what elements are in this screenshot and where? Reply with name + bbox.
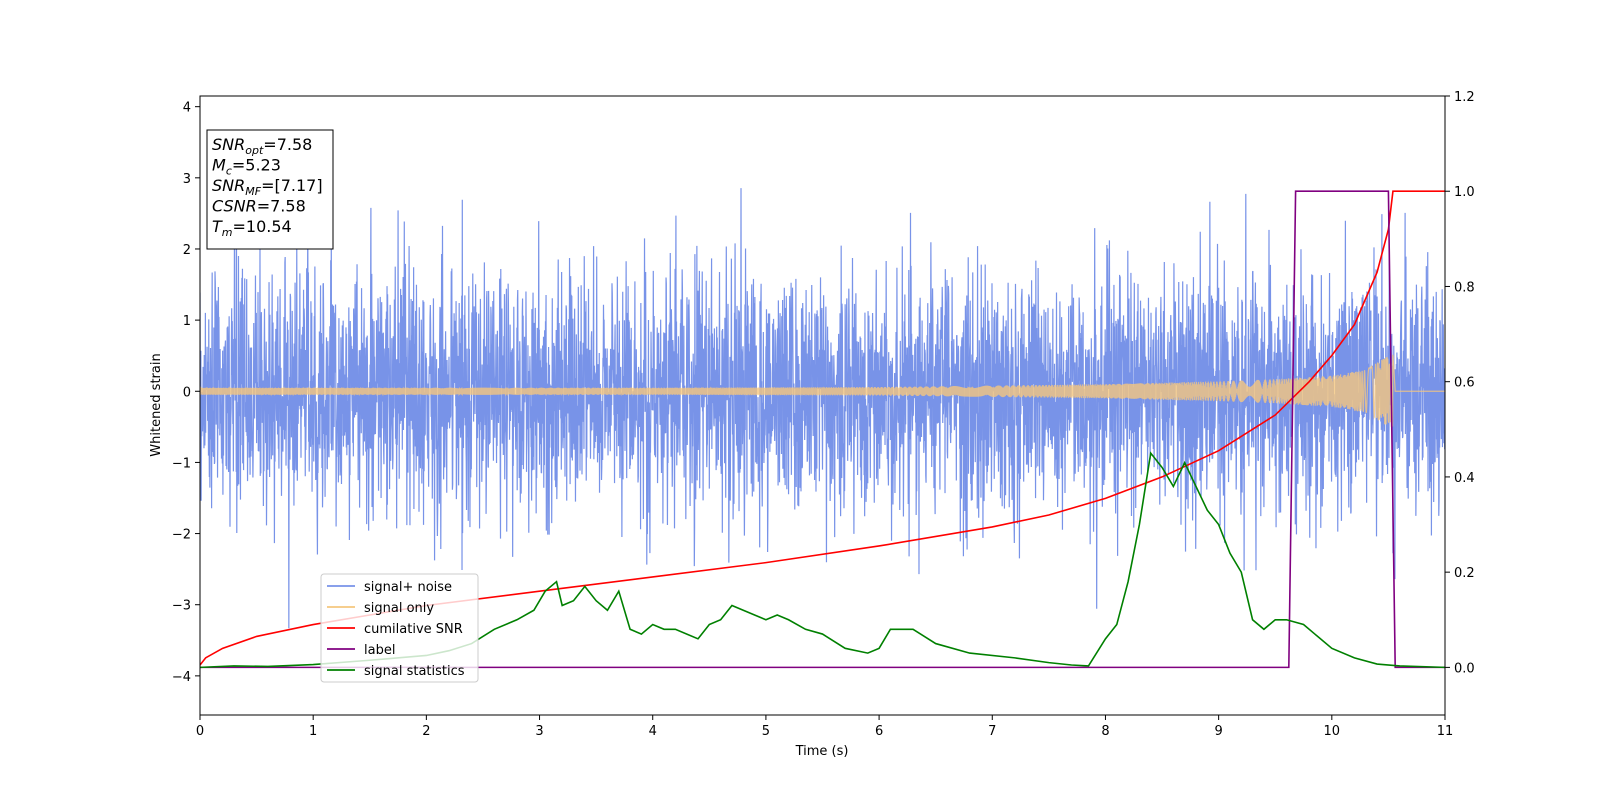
y-right-tick-label: 0.2 xyxy=(1454,566,1475,581)
x-tick-label: 0 xyxy=(196,724,204,739)
y-left-tick-label: −1 xyxy=(172,456,191,471)
x-tick-label: 8 xyxy=(1101,724,1109,739)
info-line: Mc=5.23 xyxy=(212,156,281,178)
series-label-line xyxy=(200,190,1445,669)
x-tick-label: 4 xyxy=(649,724,657,739)
y-left-tick-label: 4 xyxy=(183,101,191,116)
legend-label: signal+ noise xyxy=(364,580,452,595)
y-left-tick-label: −4 xyxy=(172,670,191,685)
series-signal-noise-line xyxy=(200,176,1445,629)
y-left-tick-label: 3 xyxy=(183,172,191,187)
series-layer xyxy=(200,176,1445,669)
y-right-tick-label: 1.2 xyxy=(1454,90,1475,105)
legend-label: cumilative SNR xyxy=(364,622,463,637)
x-tick-label: 10 xyxy=(1324,724,1341,739)
series-signal-statistics-line xyxy=(200,451,1445,669)
legend-label: label xyxy=(364,643,395,658)
y-left-tick-label: 2 xyxy=(183,243,191,258)
info-line: SNRopt=7.58 xyxy=(212,135,312,157)
y-left-tick-label: 0 xyxy=(183,385,191,400)
series-signal-only-line xyxy=(200,354,1445,427)
info-line: Tm=10.54 xyxy=(212,217,292,239)
x-tick-label: 9 xyxy=(1214,724,1222,739)
x-tick-label: 3 xyxy=(535,724,543,739)
legend-frame xyxy=(320,573,479,683)
series-cumulative-snr-line xyxy=(200,190,1445,666)
y-right-tick-label: 0.0 xyxy=(1454,661,1475,676)
plot-frame xyxy=(199,95,1446,716)
info-line: SNRMF=[7.17] xyxy=(212,176,323,198)
x-axis-label: Time (s) xyxy=(795,744,849,759)
y-axis-label: Whitened strain xyxy=(149,353,164,456)
legend: signal+ noise signal only cumilative SNR la… xyxy=(320,573,479,683)
x-tick-label: 2 xyxy=(422,724,430,739)
y-left-tick-label: −3 xyxy=(172,599,191,614)
x-tick-label: 6 xyxy=(875,724,883,739)
x-tick-label: 11 xyxy=(1437,724,1454,739)
legend-label: signal statistics xyxy=(364,664,465,679)
y-right-tick-label: 0.4 xyxy=(1454,471,1475,486)
x-tick-label: 7 xyxy=(988,724,996,739)
legend-label: signal only xyxy=(364,601,434,616)
ticks-layer: 0 1 2 3 4 5 6 7 8 9 10 11 −4 −3 −2 −1 0 1 2 3 4 0.0 0.2 0.4 0.6 0… xyxy=(172,90,1475,739)
y-right-tick-label: 1.0 xyxy=(1454,185,1475,200)
x-tick-label: 1 xyxy=(309,724,317,739)
y-left-tick-label: −2 xyxy=(172,528,191,543)
y-left-tick-label: 1 xyxy=(183,314,191,329)
info-line: CSNR=7.58 xyxy=(212,197,306,216)
y-right-tick-label: 0.6 xyxy=(1454,376,1475,391)
y-right-tick-label: 0.8 xyxy=(1454,280,1475,295)
x-tick-label: 5 xyxy=(762,724,770,739)
info-box: SNRopt=7.58Mc=5.23SNRMF=[7.17]CSNR=7.58T… xyxy=(206,129,334,250)
info-box-frame xyxy=(206,129,334,250)
